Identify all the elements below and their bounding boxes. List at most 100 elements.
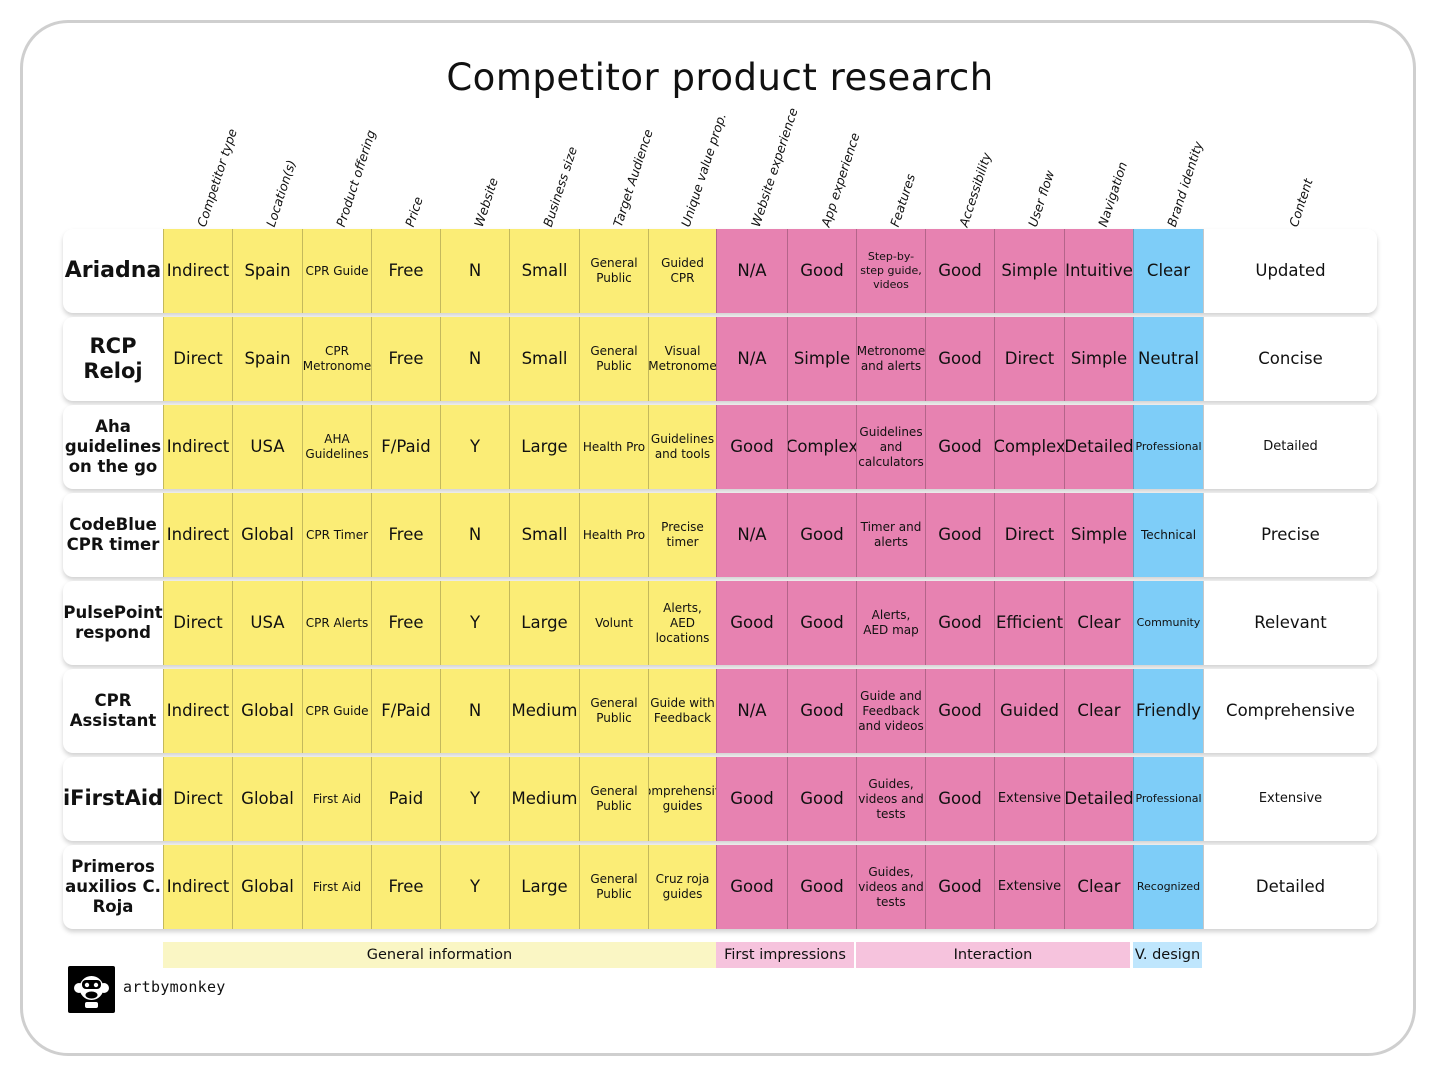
- table-cell: General Public: [579, 317, 648, 401]
- legend-interaction: Interaction: [856, 942, 1130, 968]
- table-cell: Detailed: [1203, 405, 1377, 489]
- table-cell: Y: [440, 845, 509, 929]
- legend-visual-design: V. design: [1133, 942, 1202, 968]
- table-cell: Free: [371, 581, 440, 665]
- table-cell: Medium: [509, 757, 579, 841]
- table-cell: Guidelines and tools: [648, 405, 716, 489]
- competitor-name: PulsePoint respond: [63, 603, 163, 642]
- table-cell: Concise: [1203, 317, 1377, 401]
- table-row: RCP Reloj Direct Spain CPR Metronome Free N Sm…: [63, 317, 1377, 401]
- table-cell: Global: [232, 845, 302, 929]
- competitor-name: iFirstAid: [63, 786, 164, 811]
- column-header: Navigation: [1094, 159, 1130, 229]
- monkey-face-icon: [68, 966, 115, 1013]
- column-header: Features: [886, 171, 918, 229]
- table-cell: Professional: [1133, 757, 1203, 841]
- table-cell: Complex: [994, 405, 1064, 489]
- column-header: User flow: [1025, 168, 1058, 229]
- table-cell: Health Pro: [579, 493, 648, 577]
- table-cell: Professional: [1133, 405, 1203, 489]
- table-cell: Guides, videos and tests: [856, 845, 925, 929]
- table-cell: N/A: [716, 669, 787, 753]
- table-cell: Good: [787, 493, 856, 577]
- column-headers: Competitor type Location(s) Product offeri…: [0, 0, 1440, 230]
- table-cell: Precise: [1203, 493, 1377, 577]
- table-cell: Clear: [1064, 581, 1133, 665]
- table-cell: Volunt: [579, 581, 648, 665]
- table-cell: Small: [509, 317, 579, 401]
- column-header: Content: [1286, 176, 1316, 229]
- table-cell: Spain: [232, 229, 302, 313]
- table-cell: Small: [509, 229, 579, 313]
- table-cell: Technical: [1133, 493, 1203, 577]
- table-cell: Clear: [1064, 845, 1133, 929]
- table-cell: Recognized: [1133, 845, 1203, 929]
- table-row: PulsePoint respond Direct USA CPR Alerts Fre…: [63, 581, 1377, 665]
- table-cell: Good: [787, 757, 856, 841]
- legend-first-impressions: First impressions: [716, 942, 854, 968]
- table-cell: Good: [787, 581, 856, 665]
- table-cell: Good: [925, 493, 994, 577]
- table-cell: Detailed: [1064, 405, 1133, 489]
- table-cell: Good: [716, 581, 787, 665]
- table-cell: Detailed: [1064, 757, 1133, 841]
- table-cell: Good: [925, 581, 994, 665]
- table-cell: Free: [371, 845, 440, 929]
- table-cell: Guide and Feedback and videos: [856, 669, 925, 753]
- competitor-name: CPR Assistant: [69, 691, 157, 730]
- table-cell: Direct: [163, 757, 232, 841]
- table-cell: N/A: [716, 317, 787, 401]
- table-cell: Direct: [994, 317, 1064, 401]
- table-cell: Good: [787, 669, 856, 753]
- table-cell: AHA Guidelines: [302, 405, 371, 489]
- table-cell: Good: [787, 229, 856, 313]
- table-cell: Free: [371, 317, 440, 401]
- table-cell: Timer and alerts: [856, 493, 925, 577]
- table-cell: F/Paid: [371, 405, 440, 489]
- column-header: Price: [401, 194, 426, 229]
- table-cell: Comprehensive: [1203, 669, 1377, 753]
- table-cell: N/A: [716, 229, 787, 313]
- table-cell: Extensive: [1203, 757, 1377, 841]
- table-cell: CPR Guide: [302, 669, 371, 753]
- table-cell: Small: [509, 493, 579, 577]
- table-cell: Paid: [371, 757, 440, 841]
- table-cell: Good: [925, 317, 994, 401]
- table-cell: Large: [509, 405, 579, 489]
- table-cell: Cruz roja guides: [648, 845, 716, 929]
- column-header: Competitor type: [193, 126, 240, 229]
- competitor-name: Aha guidelines on the go: [64, 417, 162, 476]
- table-cell: N: [440, 669, 509, 753]
- table-cell: CPR Timer: [302, 493, 371, 577]
- column-header: Business size: [540, 144, 581, 229]
- column-header: Website: [470, 175, 501, 229]
- table-cell: Indirect: [163, 229, 232, 313]
- table-cell: CPR Alerts: [302, 581, 371, 665]
- table-cell: USA: [232, 581, 302, 665]
- table-cell: Clear: [1064, 669, 1133, 753]
- legend-general-information: General information: [163, 942, 716, 968]
- table-row: CPR Assistant Indirect Global CPR Guide F/Pa…: [63, 669, 1377, 753]
- table-row: CodeBlue CPR timer Indirect Global CPR Time…: [63, 493, 1377, 577]
- competitor-name: CodeBlue CPR timer: [66, 515, 160, 554]
- table-cell: Simple: [994, 229, 1064, 313]
- table-cell: General Public: [579, 845, 648, 929]
- table-cell: Global: [232, 757, 302, 841]
- table-cell: Good: [925, 405, 994, 489]
- table-cell: Relevant: [1203, 581, 1377, 665]
- table-cell: Comprehensive guides: [648, 757, 716, 841]
- page-frame: [20, 20, 1416, 1056]
- table-cell: Friendly: [1133, 669, 1203, 753]
- column-header: Accessibility: [955, 150, 994, 229]
- competitor-name: Ariadna: [64, 257, 162, 283]
- table-cell: Detailed: [1203, 845, 1377, 929]
- table-cell: Direct: [163, 581, 232, 665]
- competitor-name: Primeros auxilios C. Roja: [65, 857, 161, 916]
- table-cell: Community: [1133, 581, 1203, 665]
- table-cell: Good: [716, 405, 787, 489]
- table-cell: Updated: [1203, 229, 1377, 313]
- table-cell: Simple: [1064, 317, 1133, 401]
- table-cell: Guidelines and calculators: [856, 405, 925, 489]
- table-cell: Guided: [994, 669, 1064, 753]
- column-header: Brand identity: [1164, 139, 1206, 229]
